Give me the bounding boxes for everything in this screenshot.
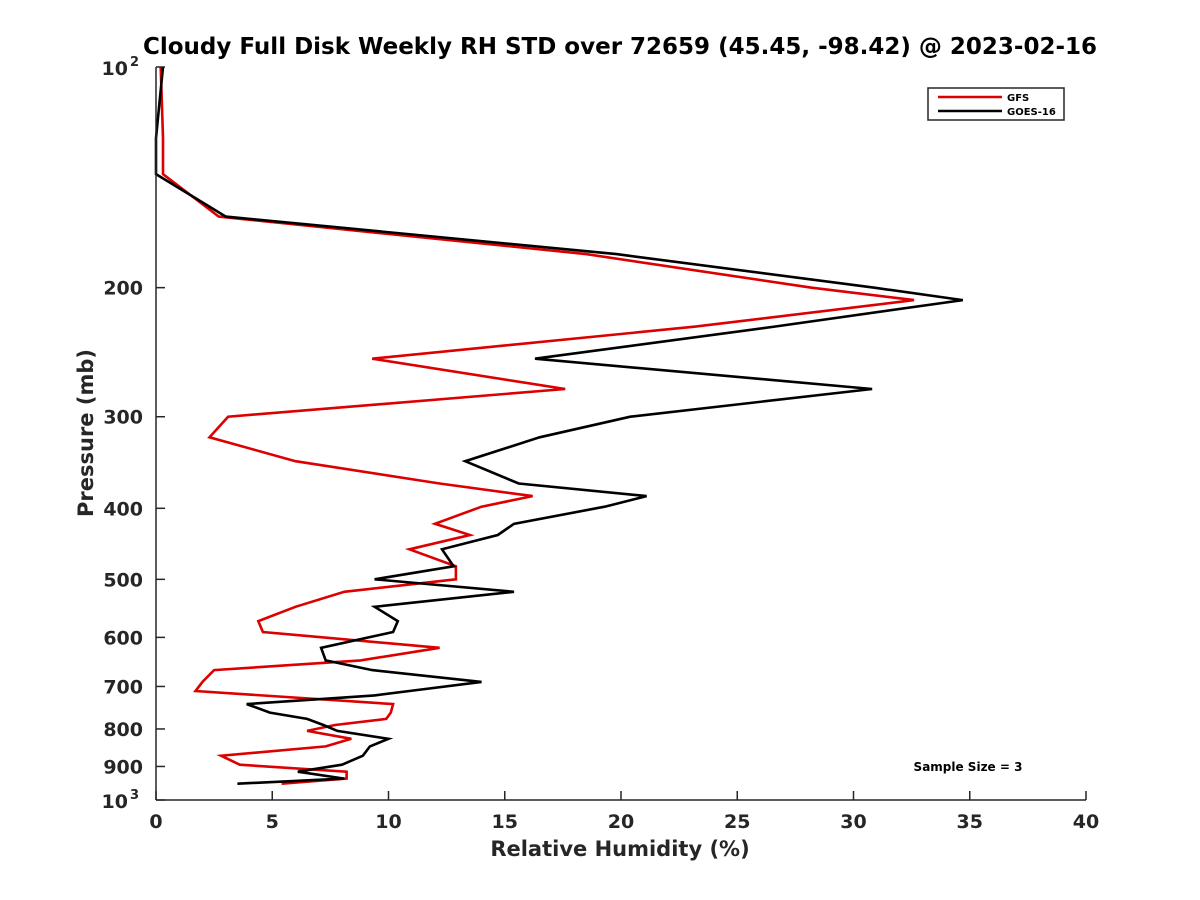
x-tick-label: 30 bbox=[840, 811, 866, 833]
y-tick-exponent: 3 bbox=[130, 788, 139, 803]
x-tick-label: 35 bbox=[957, 811, 983, 833]
y-tick-label: 800 bbox=[103, 719, 143, 741]
series-layer bbox=[154, 66, 963, 785]
sample-size-annotation: Sample Size = 3 bbox=[914, 760, 1023, 774]
chart-title: Cloudy Full Disk Weekly RH STD over 7265… bbox=[143, 34, 1097, 60]
x-tick-label: 5 bbox=[266, 811, 279, 833]
y-tick-label: 600 bbox=[103, 627, 143, 649]
legend: GFS GOES-16 bbox=[927, 87, 1065, 121]
legend-box bbox=[927, 87, 1065, 121]
x-axis-ticks: 0 5 10 15 20 25 30 35 40 bbox=[149, 791, 1099, 833]
y-tick-label: 300 bbox=[103, 407, 143, 429]
y-axis-label: Pressure (mb) bbox=[74, 349, 98, 517]
x-tick-label: 20 bbox=[608, 811, 634, 833]
x-tick-label: 25 bbox=[724, 811, 750, 833]
y-tick-exponent: 2 bbox=[130, 55, 139, 70]
y-tick-label: 200 bbox=[103, 278, 143, 300]
axes-layer: 0 5 10 15 20 25 30 35 40 200 300 400 500 600 700 800 90… bbox=[102, 55, 1100, 833]
x-tick-label: 0 bbox=[149, 811, 162, 833]
x-tick-label: 40 bbox=[1073, 811, 1099, 833]
y-tick-label: 500 bbox=[103, 569, 143, 591]
x-axis-label: Relative Humidity (%) bbox=[490, 837, 749, 861]
legend-entry-gfs: GFS bbox=[1007, 93, 1029, 104]
y-tick-label: 10 bbox=[102, 58, 128, 80]
legend-entry-goes-16: GOES-16 bbox=[1007, 107, 1056, 118]
y-tick-label: 900 bbox=[103, 756, 143, 778]
series-line-gfs bbox=[159, 66, 915, 785]
x-tick-label: 15 bbox=[492, 811, 518, 833]
x-tick-label: 10 bbox=[375, 811, 401, 833]
y-tick-label: 400 bbox=[103, 498, 143, 520]
y-tick-label: 700 bbox=[103, 676, 143, 698]
plot-area: 0 5 10 15 20 25 30 35 40 200 300 400 500 600 700 800 90… bbox=[102, 55, 1100, 833]
series-line-goes-16 bbox=[154, 66, 963, 785]
y-tick-label: 10 bbox=[102, 791, 128, 813]
